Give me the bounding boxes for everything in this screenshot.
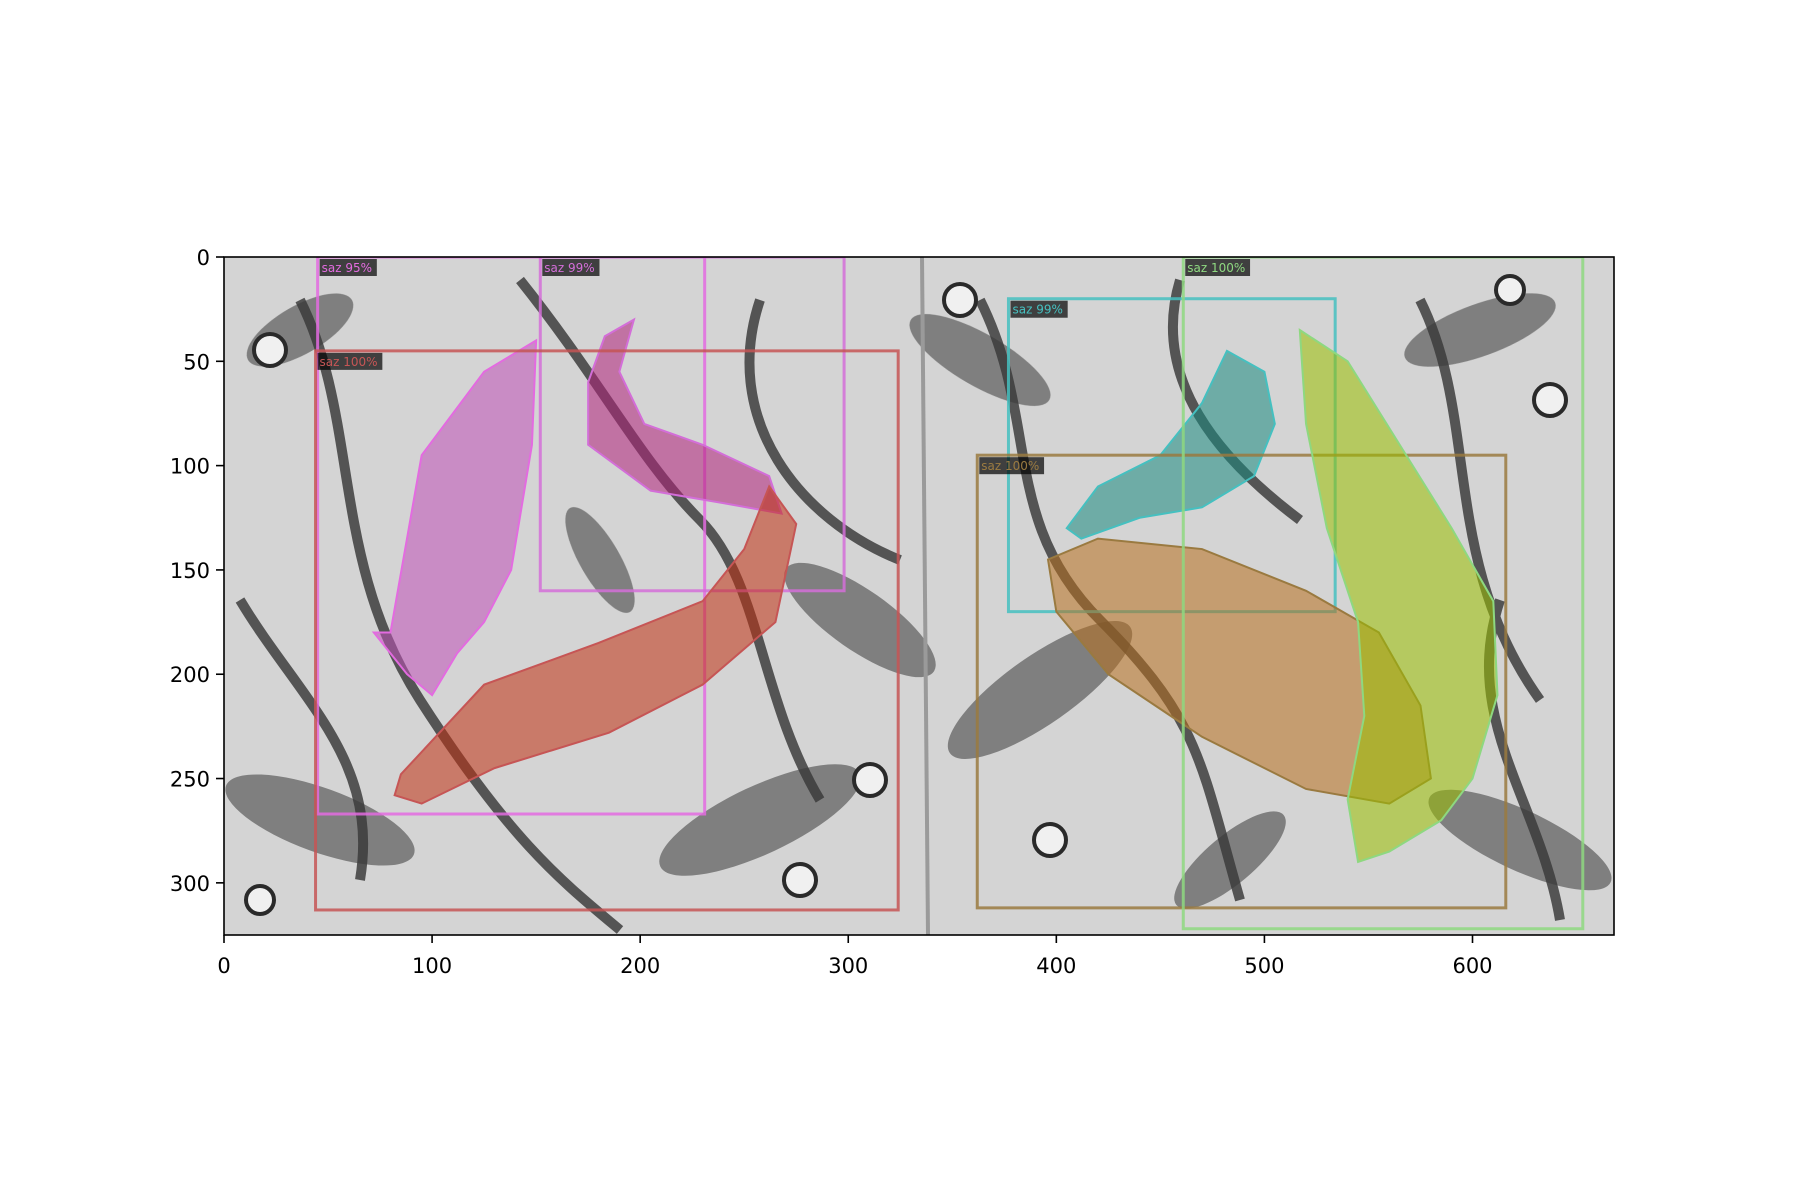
x-tick-label: 100 xyxy=(412,954,452,978)
image-panel: saz 95% saz 99% saz 100% saz 99% saz 100% saz… xyxy=(215,257,1623,935)
detection-label: saz 95% xyxy=(322,261,372,275)
y-axis: 0 50 100 150 200 250 300 xyxy=(170,246,224,896)
y-tick-label: 50 xyxy=(183,350,210,374)
y-tick-label: 200 xyxy=(170,663,210,687)
x-tick-label: 500 xyxy=(1244,954,1284,978)
detection-label: saz 100% xyxy=(320,355,378,369)
y-tick-label: 150 xyxy=(170,559,210,583)
detection-label: saz 100% xyxy=(981,459,1039,473)
y-tick-label: 250 xyxy=(170,768,210,792)
x-tick-label: 0 xyxy=(217,954,230,978)
y-tick-label: 0 xyxy=(197,246,210,270)
y-tick-label: 100 xyxy=(170,455,210,479)
x-tick-label: 600 xyxy=(1452,954,1492,978)
detection-label: saz 100% xyxy=(1187,261,1245,275)
detection-label: saz 99% xyxy=(544,261,594,275)
x-tick-label: 400 xyxy=(1036,954,1076,978)
x-tick-label: 300 xyxy=(828,954,868,978)
y-tick-label: 300 xyxy=(170,872,210,896)
x-tick-label: 200 xyxy=(620,954,660,978)
detection-label: saz 99% xyxy=(1012,303,1062,317)
x-axis: 0 100 200 300 400 500 600 xyxy=(217,935,1492,978)
